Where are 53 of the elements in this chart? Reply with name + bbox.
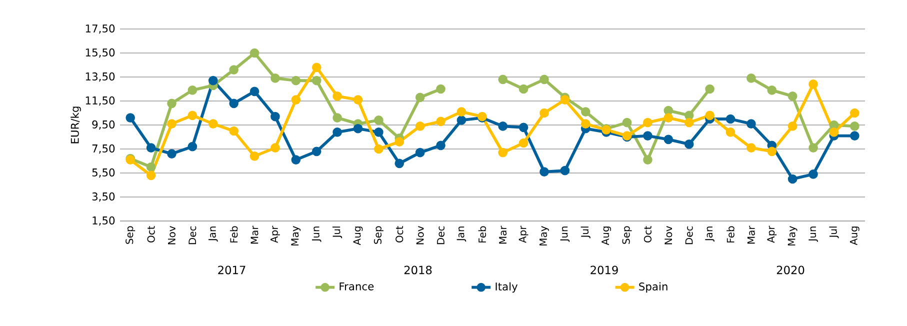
- x-tick-label: Jan: [705, 226, 714, 242]
- x-tick-label: Dec: [685, 226, 693, 244]
- text: 2020: [776, 266, 804, 274]
- x-tick-label: Dec: [188, 226, 196, 244]
- x-tick-label: Aug: [353, 226, 363, 246]
- x-tick-label: Aug: [602, 226, 611, 246]
- x-tick-label: Apr: [270, 226, 280, 243]
- y-tick-label: 17,50: [86, 24, 115, 34]
- x-tick-label: May: [540, 226, 549, 246]
- x-tick-label: Oct: [147, 226, 155, 242]
- y-tick-label: 13,50: [86, 72, 115, 82]
- x-tick-label: Oct: [396, 226, 404, 242]
- y-tick-label: 3,50: [92, 192, 115, 202]
- x-tick-label: Aug: [850, 226, 860, 246]
- x-tick-label: Jun: [808, 226, 818, 242]
- legend-label: Italy: [496, 282, 518, 293]
- x-tick-label: Sep: [126, 226, 136, 244]
- x-tick-label: Apr: [767, 226, 777, 243]
- x-tick-label: Jan: [208, 226, 218, 242]
- x-tick-label: Feb: [230, 226, 238, 242]
- x-tick-label: Jul: [580, 226, 590, 238]
- x-tick-label: Feb: [478, 226, 486, 242]
- y-tick-label: 7,50: [92, 144, 115, 154]
- legend-label: France: [340, 282, 374, 290]
- x-tick-label: Nov: [416, 226, 424, 244]
- y-axis-title: EUR/kg: [70, 106, 81, 144]
- text: 2018: [404, 266, 432, 274]
- x-tick-label: Oct: [644, 226, 652, 242]
- x-tick-label: Jun: [560, 226, 570, 242]
- x-tick-label: Jul: [829, 226, 839, 238]
- x-tick-label: May: [788, 226, 798, 246]
- x-tick-label: Feb: [726, 226, 734, 242]
- x-tick-label: Mar: [250, 226, 258, 244]
- x-tick-label: Apr: [518, 226, 528, 243]
- text: 2017: [218, 266, 246, 274]
- x-tick-label: Sep: [374, 226, 384, 244]
- x-tick-label: Dec: [437, 226, 444, 244]
- legend-label: Spain: [639, 282, 668, 293]
- text: 2019: [590, 266, 618, 274]
- y-tick-label: 15,50: [86, 48, 115, 58]
- x-tick-label: Jul: [332, 226, 342, 238]
- x-tick-label: Mar: [499, 226, 507, 244]
- y-tick-label: 11,50: [86, 96, 115, 106]
- x-tick-label: Jan: [456, 226, 466, 242]
- y-tick-label: 5,50: [92, 168, 115, 178]
- y-tick-label: 9,50: [92, 120, 115, 130]
- x-tick-label: May: [291, 226, 301, 246]
- y-tick-label: 1,50: [92, 216, 115, 226]
- x-tick-label: Jun: [312, 226, 322, 242]
- x-tick-label: Nov: [168, 226, 176, 244]
- x-tick-label: Nov: [664, 226, 672, 244]
- x-tick-label: Mar: [747, 226, 755, 244]
- x-tick-label: Sep: [622, 226, 632, 244]
